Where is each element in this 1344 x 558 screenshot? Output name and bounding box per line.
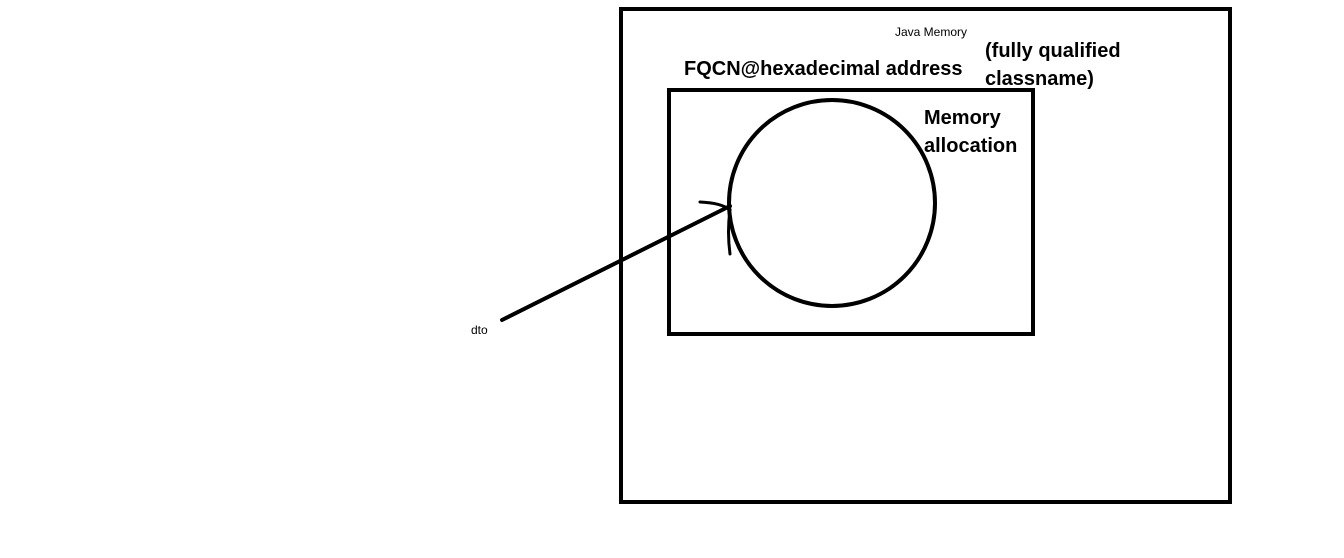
memory-allocation-line2: allocation (924, 135, 1018, 157)
dto-label: dto (471, 323, 488, 337)
java-memory-label: Java Memory (895, 25, 968, 39)
object-box (667, 88, 1035, 336)
reference-arrow-head (698, 200, 732, 256)
fqcn-note-line2: classname) (985, 68, 1094, 90)
fqcn-label: FQCN@hexadecimal address (684, 58, 963, 80)
reference-arrow-line (500, 204, 732, 322)
memory-allocation-circle (727, 98, 937, 308)
fqcn-note: (fully qualified classname) (985, 37, 1121, 93)
java-memory-box (619, 7, 1232, 504)
fqcn-note-line1: (fully qualified (985, 40, 1121, 62)
memory-allocation-line1: Memory (924, 107, 1001, 129)
memory-allocation-label: Memory allocation (924, 104, 1017, 160)
